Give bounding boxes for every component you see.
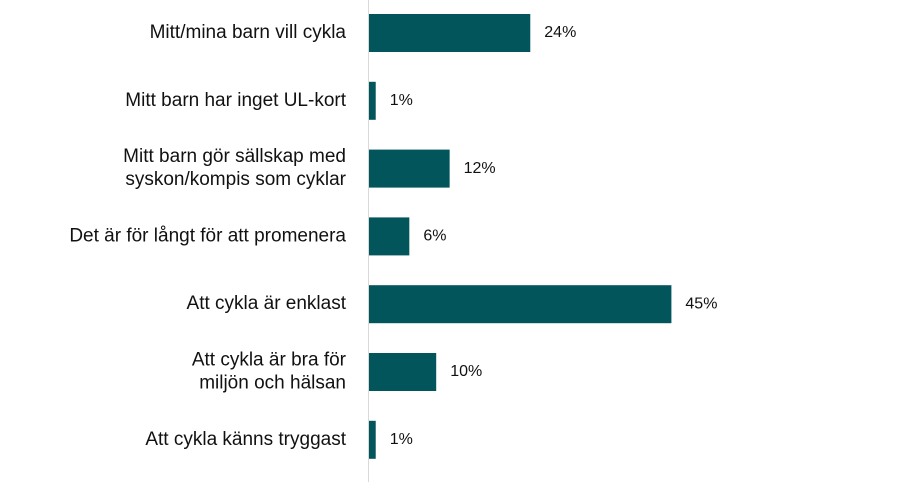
value-label-3: 6% <box>423 228 446 245</box>
bars-group <box>369 14 672 459</box>
bar-2 <box>369 149 450 188</box>
bar-4 <box>369 285 672 324</box>
category-label-1: Mitt barn har inget UL-kort <box>125 90 346 111</box>
category-label-3: Det är för långt för att promenera <box>69 225 346 246</box>
value-label-0: 24% <box>544 24 576 41</box>
value-label-5: 10% <box>450 363 482 380</box>
bar-1 <box>369 81 376 120</box>
bar-0 <box>369 14 531 52</box>
bar-6 <box>369 420 376 459</box>
value-labels: 24% 1% 12% 6% 45% 10% 1% <box>390 24 718 448</box>
category-label-5-line-0: Att cykla är bra för <box>192 350 347 371</box>
category-label-2-line-0: Mitt barn gör sällskap med <box>123 146 346 167</box>
category-label-4: Att cykla är enklast <box>187 293 347 314</box>
category-label-0: Mitt/mina barn vill cykla <box>150 22 347 43</box>
value-label-4: 45% <box>685 295 717 312</box>
category-label-5-line-1: miljön och hälsan <box>199 373 346 394</box>
value-label-6: 1% <box>390 431 413 448</box>
category-label-2-line-1: syskon/kompis som cyklar <box>125 169 346 190</box>
bar-5 <box>369 353 437 391</box>
value-label-1: 1% <box>390 92 413 109</box>
value-label-2: 12% <box>464 160 496 177</box>
category-labels: Mitt/mina barn vill cykla Mitt barn har i… <box>69 22 346 450</box>
bar-3 <box>369 217 410 256</box>
category-label-6: Att cykla känns tryggast <box>145 429 346 450</box>
